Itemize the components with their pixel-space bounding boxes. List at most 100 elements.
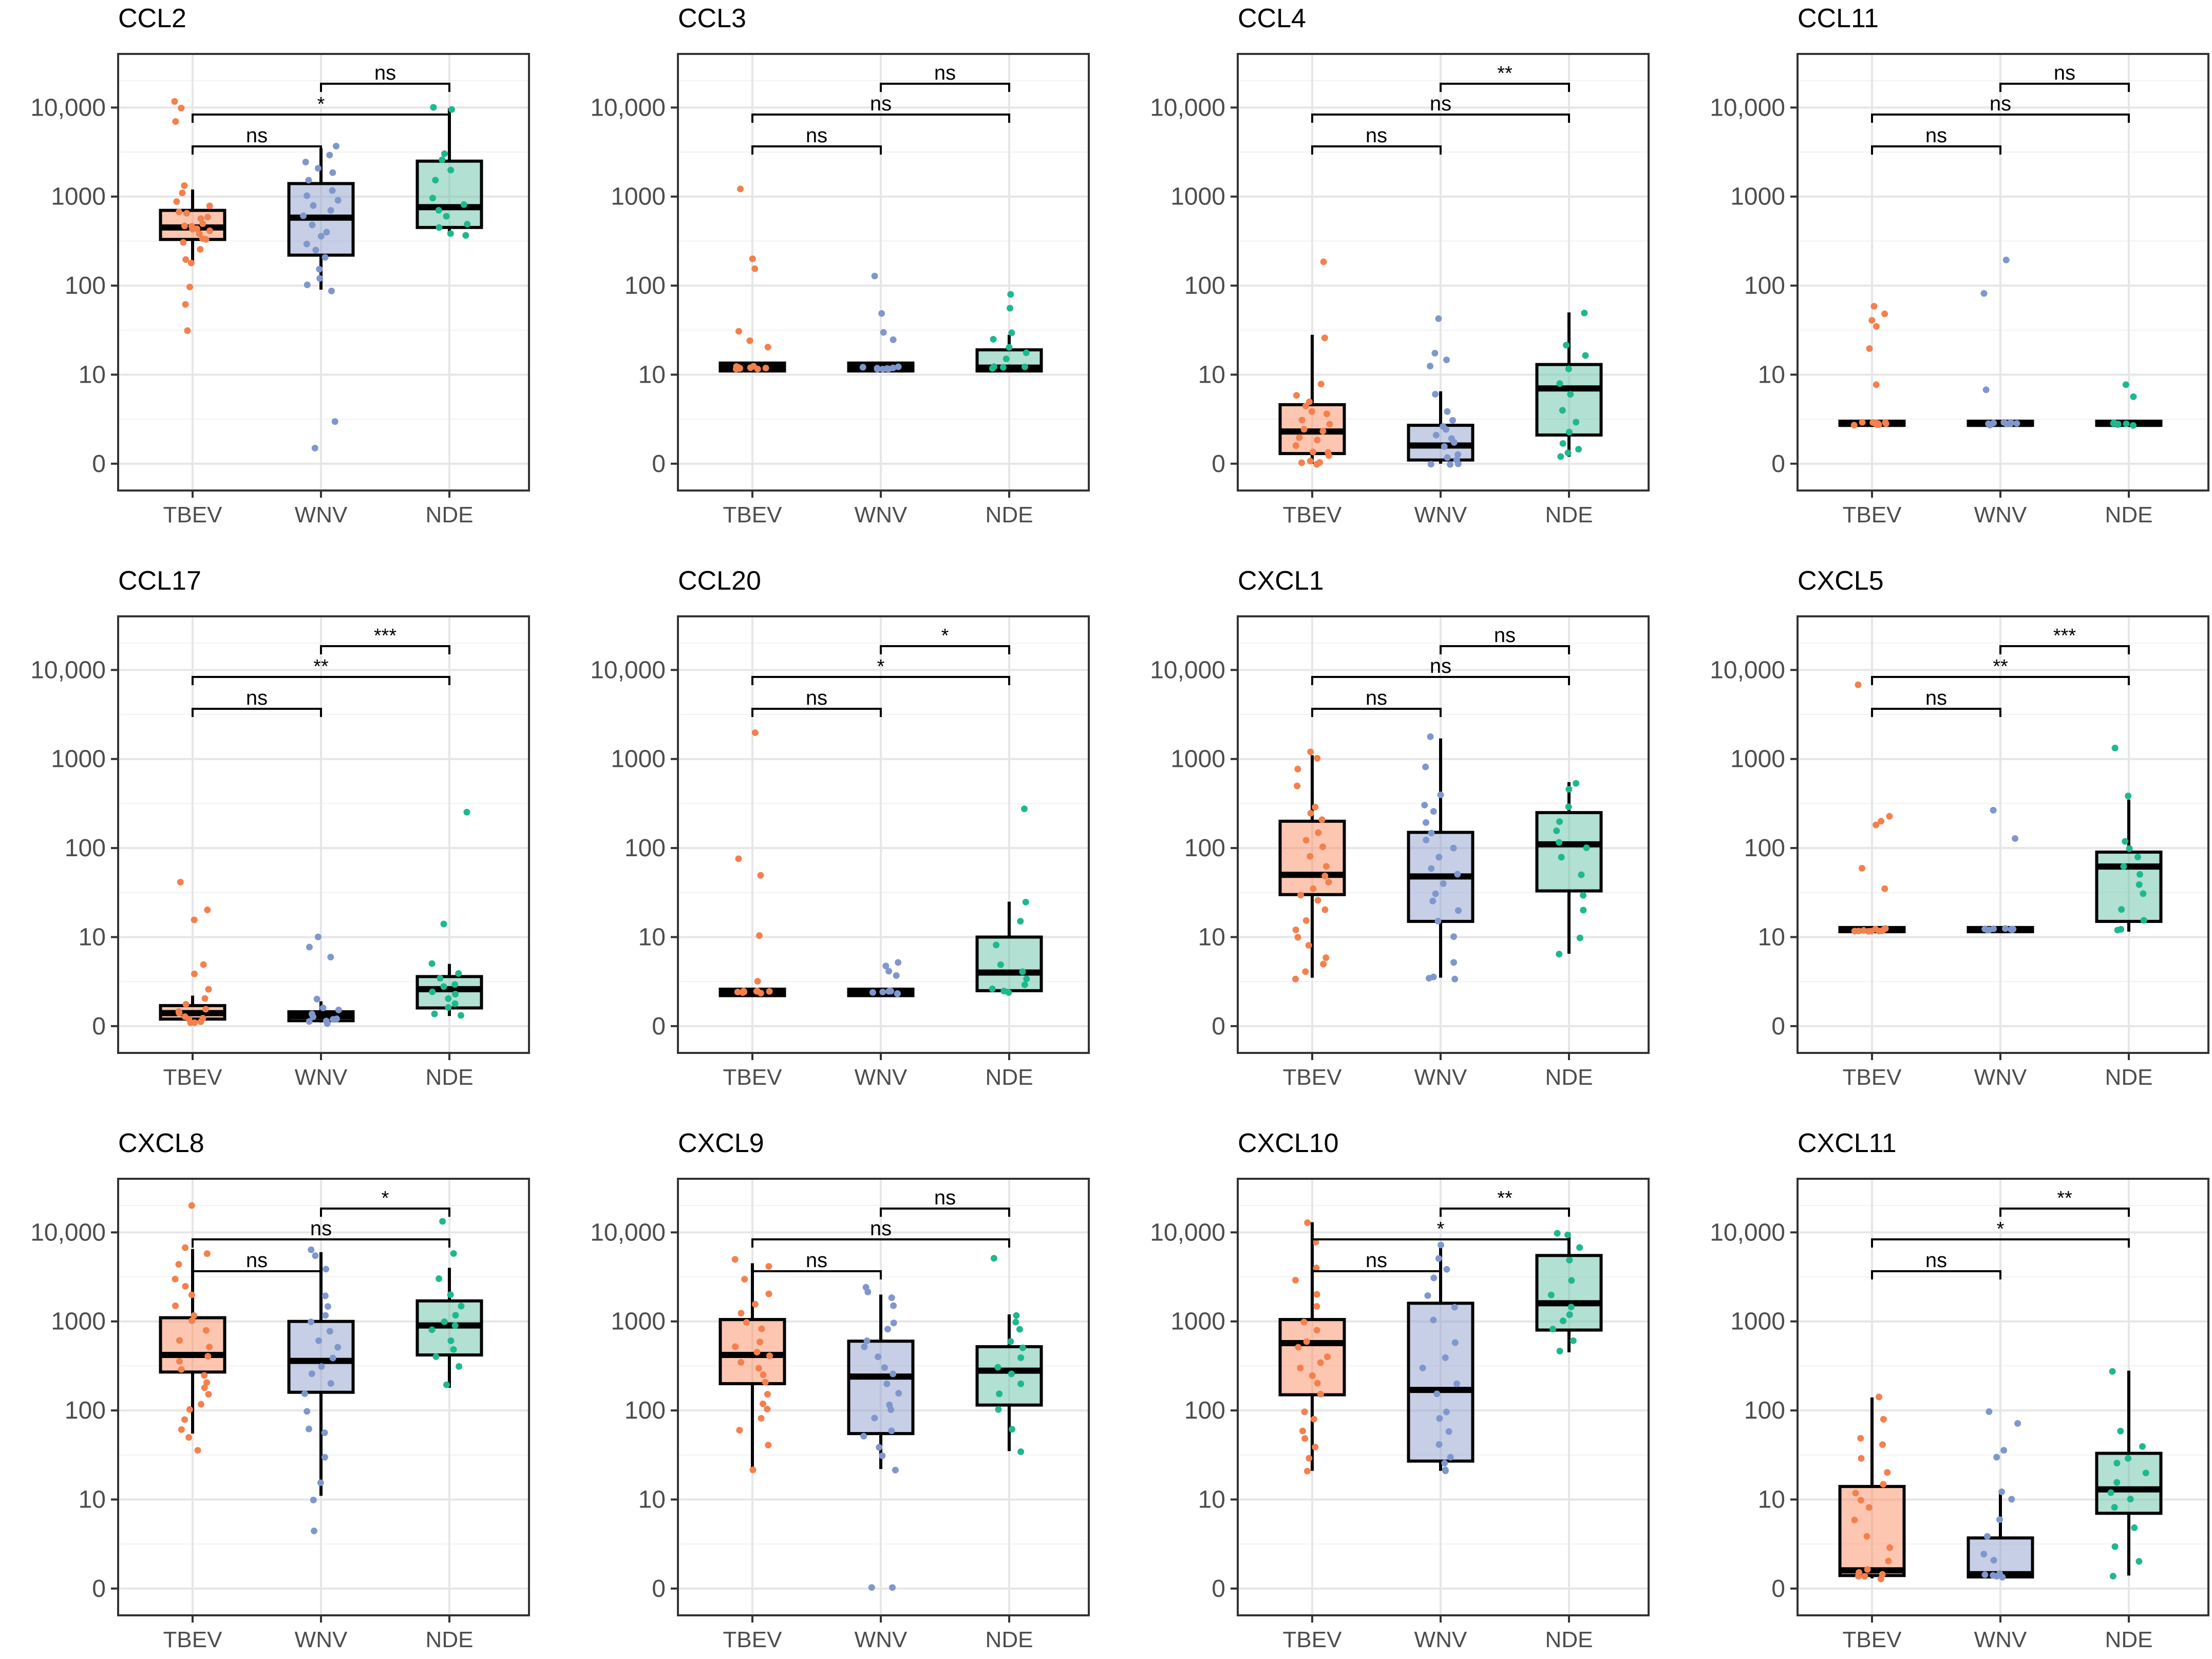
data-point bbox=[1556, 380, 1563, 387]
data-point bbox=[329, 187, 336, 194]
data-point bbox=[1427, 461, 1434, 468]
data-point bbox=[187, 1019, 194, 1026]
data-point bbox=[181, 222, 188, 230]
data-point bbox=[993, 941, 1000, 949]
y-tick-label: 0 bbox=[92, 450, 106, 478]
y-tick-label: 100 bbox=[625, 272, 666, 299]
data-point bbox=[450, 1346, 457, 1353]
data-point bbox=[1314, 1380, 1321, 1387]
data-point bbox=[1008, 329, 1015, 336]
data-point bbox=[995, 1406, 1002, 1413]
data-point bbox=[1017, 1380, 1025, 1387]
data-point bbox=[1319, 843, 1327, 851]
significance-label: ns bbox=[1925, 687, 1947, 709]
data-point bbox=[1427, 733, 1434, 740]
significance-label: ns bbox=[934, 62, 956, 84]
data-point bbox=[994, 1364, 1001, 1371]
data-point bbox=[200, 961, 207, 968]
y-tick-label: 10,000 bbox=[1710, 656, 1785, 684]
data-point bbox=[177, 878, 184, 885]
data-point bbox=[1323, 863, 1330, 870]
data-point bbox=[1301, 1435, 1309, 1442]
significance-label: ns bbox=[806, 124, 827, 147]
data-point bbox=[2135, 1558, 2143, 1565]
panel-ccl20: ns * * 0 10 100 1000 10,000 TBEV WNV NDE CCL20 bbox=[590, 566, 1090, 1090]
data-point bbox=[1023, 349, 1030, 356]
data-point bbox=[1982, 386, 1990, 393]
x-tick-label: NDE bbox=[2105, 502, 2153, 527]
data-point bbox=[315, 1337, 323, 1344]
data-point bbox=[197, 246, 204, 253]
data-point bbox=[323, 229, 330, 236]
panel-ccl2: ns * ns 0 10 100 1000 10,000 TBEV WNV NDE CCL2 bbox=[30, 4, 530, 527]
data-point bbox=[182, 256, 190, 263]
y-tick-label: 100 bbox=[65, 272, 106, 299]
panel-border bbox=[677, 615, 1090, 1054]
data-point bbox=[885, 968, 893, 975]
data-point bbox=[176, 1337, 183, 1344]
data-point bbox=[1325, 878, 1332, 885]
data-point bbox=[310, 202, 317, 209]
data-point bbox=[1447, 1454, 1454, 1461]
data-point bbox=[881, 1364, 888, 1371]
data-point bbox=[1566, 1256, 1573, 1264]
data-point bbox=[1435, 1255, 1442, 1262]
data-point bbox=[1863, 1533, 1870, 1540]
data-point bbox=[1865, 1504, 1873, 1511]
data-point bbox=[1022, 898, 1029, 906]
data-point bbox=[1434, 917, 1442, 925]
x-tick-label: TBEV bbox=[1843, 502, 1902, 527]
data-point bbox=[306, 1018, 313, 1025]
x-tick-label: TBEV bbox=[723, 1065, 783, 1090]
data-point bbox=[741, 1276, 748, 1283]
data-point bbox=[462, 232, 469, 239]
data-point bbox=[321, 1429, 328, 1437]
data-point bbox=[300, 212, 307, 219]
data-point bbox=[1882, 925, 1889, 932]
data-point bbox=[197, 215, 204, 222]
data-point bbox=[1570, 1337, 1577, 1344]
data-point bbox=[1986, 1408, 1993, 1415]
data-point bbox=[186, 1406, 193, 1413]
panel-background bbox=[678, 54, 1089, 491]
data-point bbox=[1293, 392, 1300, 399]
significance-bracket bbox=[1311, 1270, 1442, 1279]
data-point bbox=[441, 1318, 448, 1325]
data-point bbox=[2139, 1443, 2146, 1450]
data-point bbox=[1423, 836, 1430, 843]
data-point bbox=[1564, 449, 1572, 457]
panel-border bbox=[1237, 615, 1650, 1054]
data-point bbox=[1444, 408, 1451, 415]
significance-bracket bbox=[192, 676, 450, 685]
significance-label: *** bbox=[374, 625, 397, 647]
panel-background bbox=[118, 54, 529, 491]
data-point bbox=[1313, 1303, 1320, 1310]
data-point bbox=[885, 988, 893, 995]
data-point bbox=[755, 1365, 762, 1372]
data-point bbox=[2111, 1504, 2118, 1511]
data-point bbox=[1437, 791, 1444, 799]
data-point bbox=[331, 418, 338, 425]
data-point bbox=[890, 1302, 897, 1309]
data-point bbox=[1317, 1390, 1324, 1398]
data-point bbox=[1312, 803, 1319, 810]
data-point bbox=[1305, 941, 1312, 949]
data-point bbox=[1320, 960, 1327, 968]
significance-label: ** bbox=[1993, 656, 2008, 677]
data-point bbox=[1855, 681, 1862, 688]
x-tick-label: NDE bbox=[426, 502, 474, 527]
significance-label: * bbox=[382, 1187, 389, 1209]
data-point bbox=[735, 855, 742, 862]
data-point bbox=[1566, 1311, 1573, 1318]
data-point bbox=[2012, 835, 2019, 842]
data-point bbox=[198, 1401, 205, 1408]
panel-border bbox=[117, 1178, 530, 1616]
data-point bbox=[2127, 1496, 2134, 1503]
data-point bbox=[1442, 1467, 1449, 1475]
data-point bbox=[859, 364, 866, 371]
data-point bbox=[766, 988, 773, 995]
box-wnv bbox=[1967, 1536, 2034, 1579]
data-point bbox=[309, 221, 316, 229]
data-point bbox=[1447, 461, 1454, 468]
